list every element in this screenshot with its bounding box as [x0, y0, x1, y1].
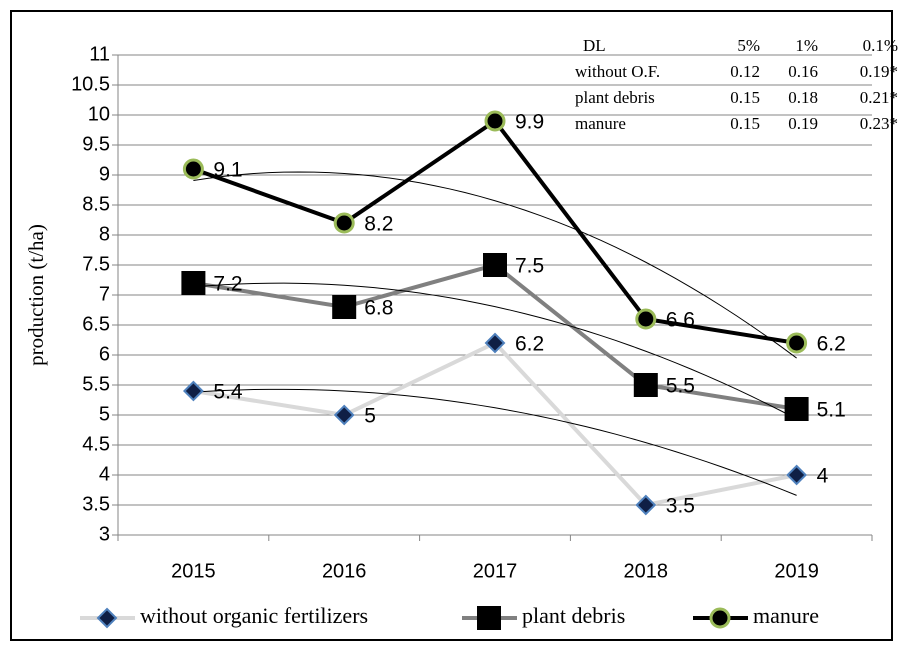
- y-tick-label: 6.5: [82, 313, 110, 335]
- trendline: [193, 388, 797, 496]
- data-label: 5.5: [666, 375, 695, 398]
- marker: [786, 464, 808, 486]
- table-cell: 0.15: [730, 114, 760, 133]
- data-label: 9.1: [213, 159, 242, 182]
- table-cell: 0.15: [730, 88, 760, 107]
- marker: [709, 607, 731, 629]
- y-tick-label: 7: [99, 283, 110, 305]
- marker: [182, 158, 204, 180]
- data-label: 5.1: [817, 399, 846, 422]
- marker: [635, 494, 657, 516]
- marker: [332, 295, 357, 319]
- data-label: 7.5: [515, 255, 544, 278]
- data-label: 5: [364, 405, 376, 428]
- y-tick-label: 9.5: [82, 133, 110, 155]
- marker: [182, 380, 204, 402]
- legend-label: without organic fertilizers: [140, 603, 368, 628]
- table-header: 5%: [737, 36, 760, 55]
- data-label: 6.2: [817, 333, 846, 356]
- y-tick-label: 5.5: [82, 373, 110, 395]
- data-label: 4: [817, 465, 829, 488]
- legend-label: manure: [753, 603, 819, 628]
- table-header: 0.1%: [863, 36, 898, 55]
- data-label: 6.2: [515, 333, 544, 356]
- data-label: 3.5: [666, 495, 695, 518]
- table-cell: 0.19*: [860, 62, 898, 81]
- y-tick-label: 5: [99, 403, 110, 425]
- x-tick-label: 2016: [322, 560, 367, 582]
- marker: [483, 253, 507, 277]
- marker: [786, 332, 808, 354]
- x-tick-label: 2017: [473, 560, 518, 582]
- y-tick-label: 10.5: [71, 73, 110, 95]
- x-tick-label: 2015: [171, 560, 216, 582]
- table-header: 1%: [795, 36, 818, 55]
- marker: [484, 332, 506, 354]
- table-cell: 0.16: [788, 62, 818, 81]
- table-cell: 0.18: [788, 88, 818, 107]
- marker: [484, 110, 506, 132]
- data-label: 7.2: [213, 273, 242, 296]
- y-tick-label: 9: [99, 163, 110, 185]
- data-label: 6.6: [666, 309, 695, 332]
- data-label: 6.8: [364, 297, 393, 320]
- y-axis-label: production (t/ha): [24, 224, 48, 366]
- legend-label: plant debris: [522, 603, 625, 628]
- y-tick-label: 3.5: [82, 493, 110, 515]
- marker: [96, 607, 118, 629]
- marker: [333, 404, 355, 426]
- trendline: [193, 171, 797, 359]
- y-tick-label: 4: [99, 463, 110, 485]
- y-tick-label: 7.5: [82, 253, 110, 275]
- y-tick-label: 6: [99, 343, 110, 365]
- table-cell: 0.21*: [860, 88, 898, 107]
- table-cell: 0.19: [788, 114, 818, 133]
- table-cell: 0.12: [730, 62, 760, 81]
- data-label: 9.9: [515, 111, 544, 134]
- y-tick-label: 10: [88, 103, 110, 125]
- table-cell: plant debris: [575, 88, 655, 107]
- table-cell: without O.F.: [575, 62, 660, 81]
- marker: [784, 397, 809, 421]
- table-header: DL: [583, 36, 606, 55]
- marker: [635, 308, 657, 330]
- y-tick-label: 8: [99, 223, 110, 245]
- y-tick-label: 4.5: [82, 433, 110, 455]
- trendline: [193, 282, 797, 420]
- y-tick-label: 8.5: [82, 193, 110, 215]
- table-cell: 0.23*: [860, 114, 898, 133]
- table-cell: manure: [575, 114, 626, 133]
- y-tick-label: 3: [99, 523, 110, 545]
- data-label: 8.2: [364, 213, 393, 236]
- x-tick-label: 2018: [624, 560, 669, 582]
- marker: [333, 212, 355, 234]
- marker: [477, 606, 501, 630]
- plot: 3 3.5 4 4.5 5 5.5 6 6.5 7 7.5 8 8.5 9 9.5 10 10.5 11 2015…: [71, 36, 898, 630]
- y-tick-label: 11: [89, 43, 110, 65]
- marker: [633, 373, 658, 397]
- data-label: 5.4: [213, 381, 243, 404]
- x-tick-label: 2019: [774, 560, 819, 582]
- marker: [181, 271, 206, 295]
